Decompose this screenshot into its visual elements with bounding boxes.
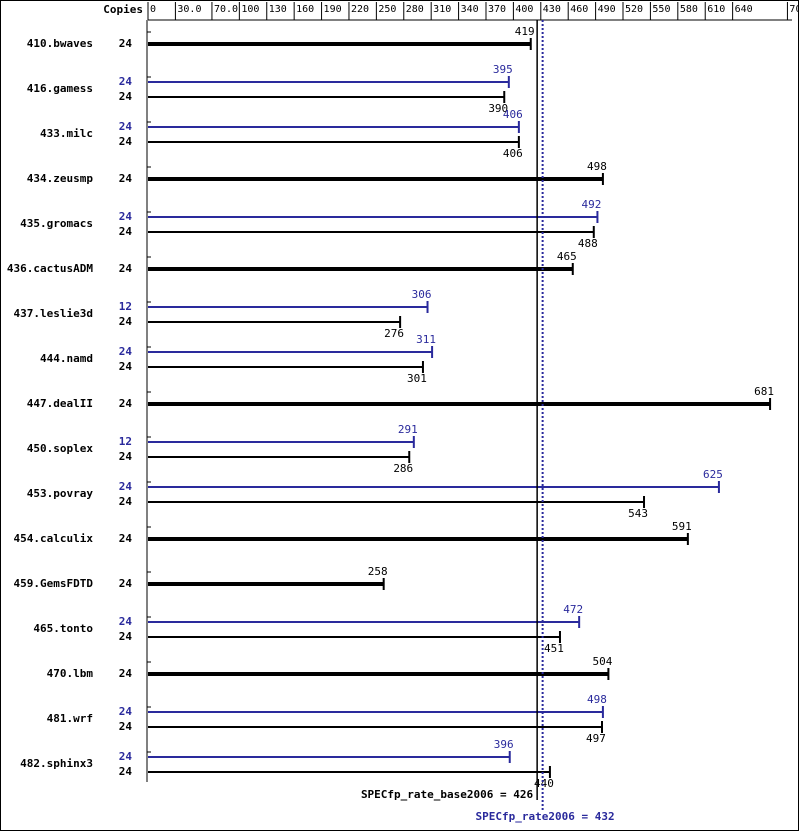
copies-label: 24: [119, 480, 133, 493]
copies-label: 24: [119, 750, 133, 763]
x-tick-label: 130: [269, 4, 287, 15]
copies-label: 24: [119, 450, 133, 463]
category-label: 433.milc: [40, 127, 93, 140]
x-tick-label: 280: [406, 4, 424, 15]
x-tick-label: 430: [543, 4, 561, 15]
category-label: 447.dealII: [27, 397, 93, 410]
copies-label: 12: [119, 300, 132, 313]
value-label: 498: [587, 693, 607, 706]
category-label: 437.leslie3d: [14, 307, 93, 320]
value-label: 625: [703, 468, 723, 481]
value-label: 306: [412, 288, 432, 301]
value-label: 543: [628, 507, 648, 520]
x-tick-label: 490: [598, 4, 616, 15]
x-tick-label: 160: [296, 4, 314, 15]
copies-label: 24: [119, 765, 133, 778]
reference-label: SPECfp_rate2006 = 432: [476, 810, 615, 823]
category-label: 465.tonto: [33, 622, 93, 635]
copies-label: 24: [119, 667, 133, 680]
value-label: 492: [581, 198, 601, 211]
value-label: 258: [368, 565, 388, 578]
x-tick-label: 550: [652, 4, 670, 15]
value-label: 390: [488, 102, 508, 115]
copies-label: 24: [119, 532, 133, 545]
copies-header: Copies: [103, 3, 143, 16]
copies-label: 24: [119, 172, 133, 185]
x-tick-label: 70.0: [214, 4, 238, 15]
copies-label: 24: [119, 577, 133, 590]
x-tick-label: 30.0: [177, 4, 201, 15]
category-label: 459.GemsFDTD: [14, 577, 94, 590]
category-label: 481.wrf: [47, 712, 93, 725]
copies-label: 24: [119, 75, 133, 88]
x-tick-label: 520: [625, 4, 643, 15]
category-label: 434.zeusmp: [27, 172, 94, 185]
value-label: 406: [503, 108, 523, 121]
category-label: 453.povray: [27, 487, 94, 500]
copies-label: 24: [119, 120, 133, 133]
category-label: 450.soplex: [27, 442, 94, 455]
value-label: 276: [384, 327, 404, 340]
value-label: 591: [672, 520, 692, 533]
value-label: 419: [515, 25, 535, 38]
copies-label: 24: [119, 262, 133, 275]
x-tick-label: 250: [378, 4, 396, 15]
x-tick-label: 700: [789, 4, 799, 15]
copies-label: 24: [119, 37, 133, 50]
x-tick-label: 370: [488, 4, 506, 15]
category-label: 444.namd: [40, 352, 93, 365]
copies-label: 24: [119, 720, 133, 733]
value-label: 440: [534, 777, 554, 790]
value-label: 451: [544, 642, 564, 655]
x-tick-label: 310: [433, 4, 451, 15]
value-label: 681: [754, 385, 774, 398]
value-label: 301: [407, 372, 427, 385]
category-label: 416.gamess: [27, 82, 93, 95]
copies-label: 24: [119, 315, 133, 328]
copies-label: 24: [119, 90, 133, 103]
value-label: 395: [493, 63, 513, 76]
value-label: 497: [586, 732, 606, 745]
copies-label: 24: [119, 630, 133, 643]
value-label: 488: [578, 237, 598, 250]
value-label: 504: [592, 655, 612, 668]
copies-label: 24: [119, 225, 133, 238]
category-label: 470.lbm: [47, 667, 94, 680]
value-label: 291: [398, 423, 418, 436]
value-label: 311: [416, 333, 436, 346]
copies-label: 24: [119, 705, 133, 718]
x-tick-label: 640: [735, 4, 753, 15]
copies-label: 24: [119, 495, 133, 508]
copies-label: 12: [119, 435, 132, 448]
value-label: 465: [557, 250, 577, 263]
x-tick-label: 400: [515, 4, 533, 15]
category-label: 435.gromacs: [20, 217, 93, 230]
x-tick-label: 220: [351, 4, 369, 15]
value-label: 406: [503, 147, 523, 160]
copies-label: 24: [119, 135, 133, 148]
category-label: 436.cactusADM: [7, 262, 93, 275]
x-tick-label: 100: [241, 4, 259, 15]
copies-label: 24: [119, 345, 133, 358]
value-label: 286: [393, 462, 413, 475]
copies-label: 24: [119, 397, 133, 410]
x-tick-label: 0: [150, 4, 156, 15]
x-tick-label: 340: [461, 4, 479, 15]
value-label: 472: [563, 603, 583, 616]
copies-label: 24: [119, 210, 133, 223]
x-tick-label: 190: [324, 4, 342, 15]
copies-label: 24: [119, 360, 133, 373]
value-label: 498: [587, 160, 607, 173]
category-label: 410.bwaves: [27, 37, 93, 50]
copies-label: 24: [119, 615, 133, 628]
value-label: 396: [494, 738, 514, 751]
x-tick-label: 460: [570, 4, 588, 15]
category-label: 454.calculix: [14, 532, 94, 545]
category-label: 482.sphinx3: [20, 757, 93, 770]
reference-label: SPECfp_rate_base2006 = 426: [361, 788, 534, 801]
x-tick-label: 610: [707, 4, 725, 15]
x-tick-label: 580: [680, 4, 698, 15]
